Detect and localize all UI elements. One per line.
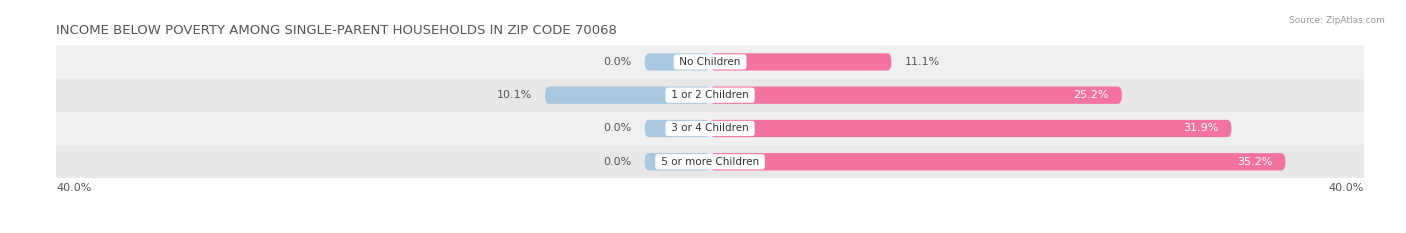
FancyBboxPatch shape [710, 153, 1285, 170]
FancyBboxPatch shape [710, 120, 1232, 137]
Text: 0.0%: 0.0% [603, 57, 631, 67]
Text: 1 or 2 Children: 1 or 2 Children [668, 90, 752, 100]
Text: 0.0%: 0.0% [603, 123, 631, 134]
Text: 40.0%: 40.0% [56, 183, 91, 193]
Bar [56, 79, 1364, 112]
Bar [56, 112, 1364, 145]
Text: 11.1%: 11.1% [904, 57, 939, 67]
Text: 35.2%: 35.2% [1237, 157, 1272, 167]
Text: 5 or more Children: 5 or more Children [658, 157, 762, 167]
Text: 25.2%: 25.2% [1073, 90, 1109, 100]
FancyBboxPatch shape [644, 120, 710, 137]
FancyBboxPatch shape [710, 53, 891, 71]
FancyBboxPatch shape [644, 153, 710, 170]
FancyBboxPatch shape [644, 53, 710, 71]
FancyBboxPatch shape [710, 86, 1122, 104]
Text: 40.0%: 40.0% [1329, 183, 1364, 193]
FancyBboxPatch shape [546, 86, 710, 104]
Text: 10.1%: 10.1% [496, 90, 531, 100]
Bar [56, 145, 1364, 178]
Text: Source: ZipAtlas.com: Source: ZipAtlas.com [1289, 16, 1385, 25]
Text: INCOME BELOW POVERTY AMONG SINGLE-PARENT HOUSEHOLDS IN ZIP CODE 70068: INCOME BELOW POVERTY AMONG SINGLE-PARENT… [56, 24, 617, 37]
Text: 3 or 4 Children: 3 or 4 Children [668, 123, 752, 134]
Text: 0.0%: 0.0% [603, 157, 631, 167]
Text: 31.9%: 31.9% [1182, 123, 1219, 134]
Bar [56, 45, 1364, 79]
Text: No Children: No Children [676, 57, 744, 67]
